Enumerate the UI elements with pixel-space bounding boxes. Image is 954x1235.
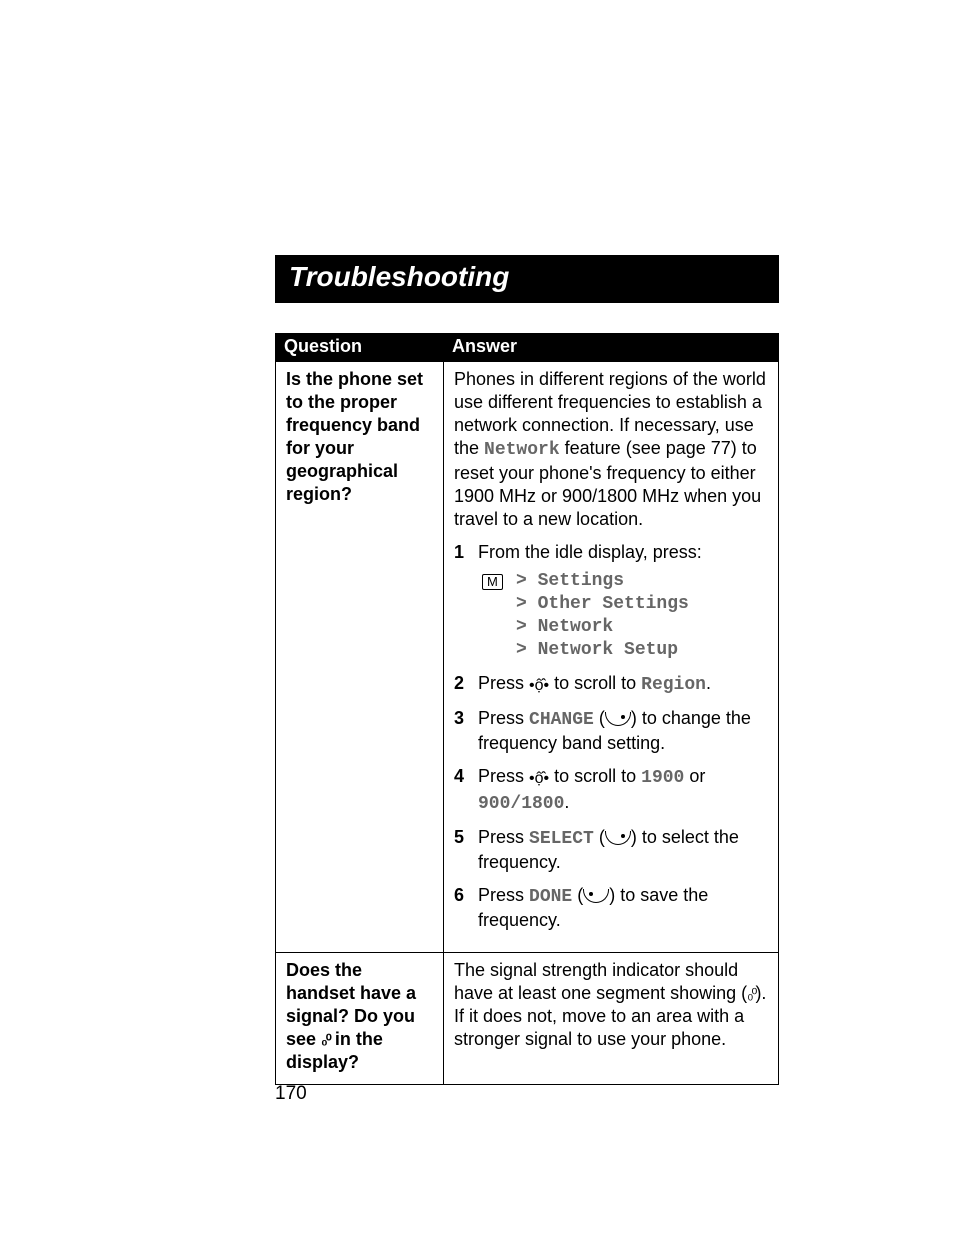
step-3: 3 Press CHANGE () to change the frequenc… [454,707,768,755]
step-4: 4 Press •ộ̂• to scroll to 1900 or 900/18… [454,765,768,815]
s4-or: or [684,766,705,786]
answer-cell: The signal strength indicator should hav… [444,952,779,1084]
step-num: 1 [454,541,478,662]
nav-icon: •ộ̂• [529,770,549,787]
troubleshooting-table: Question Answer Is the phone set to the … [275,333,779,1085]
page: Troubleshooting Question Answer Is the p… [0,0,954,1235]
menu-other-text: Other Settings [538,594,689,614]
s2-post: to scroll to [549,673,641,693]
header-answer: Answer [444,334,779,362]
menu-settings: > Settings [516,570,768,593]
s4-pre: Press [478,766,529,786]
table-row: Is the phone set to the proper frequency… [276,362,779,953]
step-num: 6 [454,884,478,932]
answer-2-pre: The signal strength indicator should hav… [454,960,747,1003]
step-body: Press •ộ̂• to scroll to Region. [478,672,768,697]
left-softkey-icon [583,889,609,903]
s3-pre: Press [478,708,529,728]
step-2: 2 Press •ộ̂• to scroll to Region. [454,672,768,697]
step-6: 6 Press DONE () to save the frequency. [454,884,768,932]
menu-network: > Network [516,616,768,639]
right-softkey-icon [605,831,631,845]
nav-icon: •ộ̂• [529,677,549,694]
s4-mid: to scroll to [549,766,641,786]
table-header-row: Question Answer [276,334,779,362]
s5-mid: ( [594,827,605,847]
question-cell: Is the phone set to the proper frequency… [276,362,444,953]
step-body: Press DONE () to save the frequency. [478,884,768,932]
s2-dot: . [706,673,711,693]
signal-strength-icon: ₀⁰ [321,1032,330,1049]
step-body: Press SELECT () to select the frequency. [478,826,768,874]
table-row: Does the handset have a signal? Do you s… [276,952,779,1084]
s2-pre: Press [478,673,529,693]
menu-line: > Network Setup [482,639,768,662]
s5-pre: Press [478,827,529,847]
answer-cell: Phones in different regions of the world… [444,362,779,953]
menu-path: M > Settings > Other Settings [482,570,768,662]
menu-setup-text: Network Setup [538,640,678,660]
menu-line: M > Settings [482,570,768,593]
menu-other-settings: > Other Settings [516,593,768,616]
s4-9001800: 900/1800 [478,794,564,814]
step-num: 4 [454,765,478,815]
step-5: 5 Press SELECT () to select the frequenc… [454,826,768,874]
s4-dot: . [564,792,569,812]
answer-intro: Phones in different regions of the world… [454,368,768,531]
s2-region: Region [641,675,706,695]
s4-1900: 1900 [641,768,684,788]
s6-mid: ( [572,885,583,905]
intro-network: Network [484,440,560,460]
menu-line: > Network [482,616,768,639]
page-number: 170 [275,1083,307,1105]
menu-key-icon: M [482,574,503,590]
s5-select: SELECT [529,829,594,849]
menu-line: > Other Settings [482,593,768,616]
step-body: Press •ộ̂• to scroll to 1900 or 900/1800… [478,765,768,815]
header-question: Question [276,334,444,362]
section-title-bar: Troubleshooting [275,255,779,303]
question-cell: Does the handset have a signal? Do you s… [276,952,444,1084]
step-num: 5 [454,826,478,874]
menu-settings-text: Settings [538,571,624,591]
s6-pre: Press [478,885,529,905]
s3-change: CHANGE [529,710,594,730]
step-body: From the idle display, press: M > Settin… [478,541,768,662]
s6-done: DONE [529,887,572,907]
steps-list: 1 From the idle display, press: M > Sett… [454,541,768,931]
step-body: Press CHANGE () to change the frequency … [478,707,768,755]
step-1-text: From the idle display, press: [478,541,768,564]
menu-network-text: Network [538,617,614,637]
question-text: Is the phone set to the proper frequency… [286,369,423,504]
right-softkey-icon [605,712,631,726]
s3-mid: ( [594,708,605,728]
step-num: 2 [454,672,478,697]
step-num: 3 [454,707,478,755]
menu-network-setup: > Network Setup [516,639,768,662]
step-1: 1 From the idle display, press: M > Sett… [454,541,768,662]
section-title: Troubleshooting [289,261,509,292]
